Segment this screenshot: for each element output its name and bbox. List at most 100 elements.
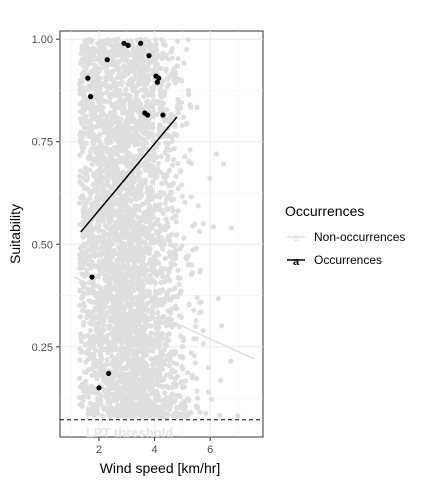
non-occurrence-point — [110, 208, 116, 214]
non-occurrence-point — [123, 57, 129, 64]
non-occurrence-point — [97, 267, 103, 273]
non-occurrence-point — [119, 341, 125, 347]
non-occurrence-point — [80, 308, 86, 314]
non-occurrence-point — [160, 125, 166, 131]
non-occurrence-point — [142, 249, 148, 255]
occurrence-point — [125, 42, 131, 48]
non-occurrence-point — [134, 319, 140, 325]
non-occurrence-point — [161, 191, 167, 197]
non-occurrence-point — [164, 157, 171, 163]
non-occurrence-point — [104, 361, 110, 368]
non-occurrence-point — [164, 196, 170, 202]
non-occurrence-point — [182, 199, 188, 205]
non-occurrence-point — [145, 98, 151, 104]
non-occurrence-point — [194, 388, 200, 394]
non-occurrence-point — [136, 207, 142, 213]
non-occurrence-point — [143, 405, 149, 411]
non-occurrence-point — [151, 172, 157, 178]
non-occurrence-point — [133, 119, 139, 125]
non-occurrence-point — [158, 234, 164, 241]
trend-lines — [73, 116, 255, 360]
non-occurrence-point — [158, 226, 164, 232]
non-occurrence-point — [78, 51, 84, 57]
non-occurrence-point — [106, 40, 112, 46]
non-occurrence-point — [154, 340, 160, 346]
non-occurrence-point — [107, 95, 113, 101]
non-occurrence-point — [121, 98, 127, 104]
non-occurrence-point — [113, 221, 119, 227]
non-occurrence-point — [91, 157, 97, 163]
non-occurrence-point — [149, 101, 155, 107]
non-occurrence-point — [185, 87, 191, 94]
non-occurrence-point — [156, 127, 162, 133]
non-occurrence-point — [194, 104, 200, 110]
non-occurrence-point — [156, 52, 162, 59]
non-occurrence-point — [143, 321, 149, 327]
non-occurrence-point — [135, 241, 142, 247]
non-occurrence-point — [149, 305, 155, 311]
non-occurrence-point — [110, 270, 116, 276]
non-occurrence-point — [136, 109, 142, 116]
non-occurrence-point — [189, 372, 195, 378]
non-occurrence-point — [132, 410, 138, 416]
non-occurrence-point — [192, 324, 199, 330]
non-occurrence-point — [110, 158, 116, 164]
non-occurrence-point — [154, 250, 160, 256]
non-occurrence-point — [117, 254, 123, 260]
non-occurrence-point — [166, 269, 172, 275]
non-occurrence-point — [128, 405, 134, 412]
x-axis-ticks: 2 4 6 — [96, 437, 213, 456]
non-occurrence-point — [115, 413, 121, 419]
non-occurrence-point — [113, 385, 119, 391]
non-occurrence-point — [183, 46, 190, 53]
non-occurrence-point — [172, 74, 178, 80]
non-occurrence-point — [93, 67, 99, 73]
non-occurrence-point — [125, 361, 131, 368]
non-occurrence-point — [171, 66, 177, 72]
non-occurrence-point — [121, 143, 127, 149]
non-occurrence-point — [77, 265, 83, 271]
non-occurrence-point — [81, 63, 87, 69]
non-occurrence-point — [99, 81, 105, 87]
non-occurrence-point — [89, 372, 95, 378]
non-occurrence-point — [93, 307, 99, 313]
non-occurrence-point — [192, 360, 198, 366]
non-occurrence-point — [127, 323, 133, 329]
non-occurrence-point — [120, 399, 126, 405]
non-occurrence-point — [143, 267, 149, 273]
non-occurrence-point — [85, 246, 91, 252]
non-occurrence-point — [163, 216, 169, 222]
non-occurrence-point — [128, 386, 134, 392]
non-occurrence-point — [145, 77, 152, 83]
non-occurrence-point — [158, 337, 164, 343]
non-occurrence-point — [127, 132, 134, 138]
non-occurrence-point — [126, 219, 132, 225]
non-occurrence-point — [77, 85, 84, 91]
non-occurrence-point — [171, 262, 178, 268]
non-occurrence-point — [105, 85, 111, 91]
non-occurrence-point — [94, 82, 100, 88]
non-occurrence-point — [179, 364, 185, 370]
non-occurrence-point — [80, 397, 86, 403]
non-occurrence-point — [177, 246, 183, 252]
non-occurrence-point — [118, 116, 124, 122]
non-occurrence-point — [80, 220, 86, 226]
non-occurrence-point — [126, 279, 132, 285]
non-occurrence-point — [130, 336, 136, 342]
non-occurrence-point — [165, 234, 171, 240]
non-occurrence-point — [145, 400, 151, 406]
non-occurrence-point — [173, 219, 179, 225]
non-occurrence-points — [76, 36, 241, 420]
non-occurrence-point — [138, 113, 144, 119]
non-occurrence-point — [105, 309, 111, 315]
non-occurrence-point — [77, 173, 83, 179]
non-occurrence-point — [165, 403, 171, 409]
non-occurrence-point — [128, 292, 134, 298]
non-occurrence-point — [87, 70, 94, 76]
non-occurrence-point — [101, 212, 107, 218]
non-occurrence-point — [99, 364, 105, 370]
non-occurrence-point — [163, 336, 170, 342]
non-occurrence-point — [178, 402, 184, 408]
non-occurrence-point — [140, 341, 146, 347]
